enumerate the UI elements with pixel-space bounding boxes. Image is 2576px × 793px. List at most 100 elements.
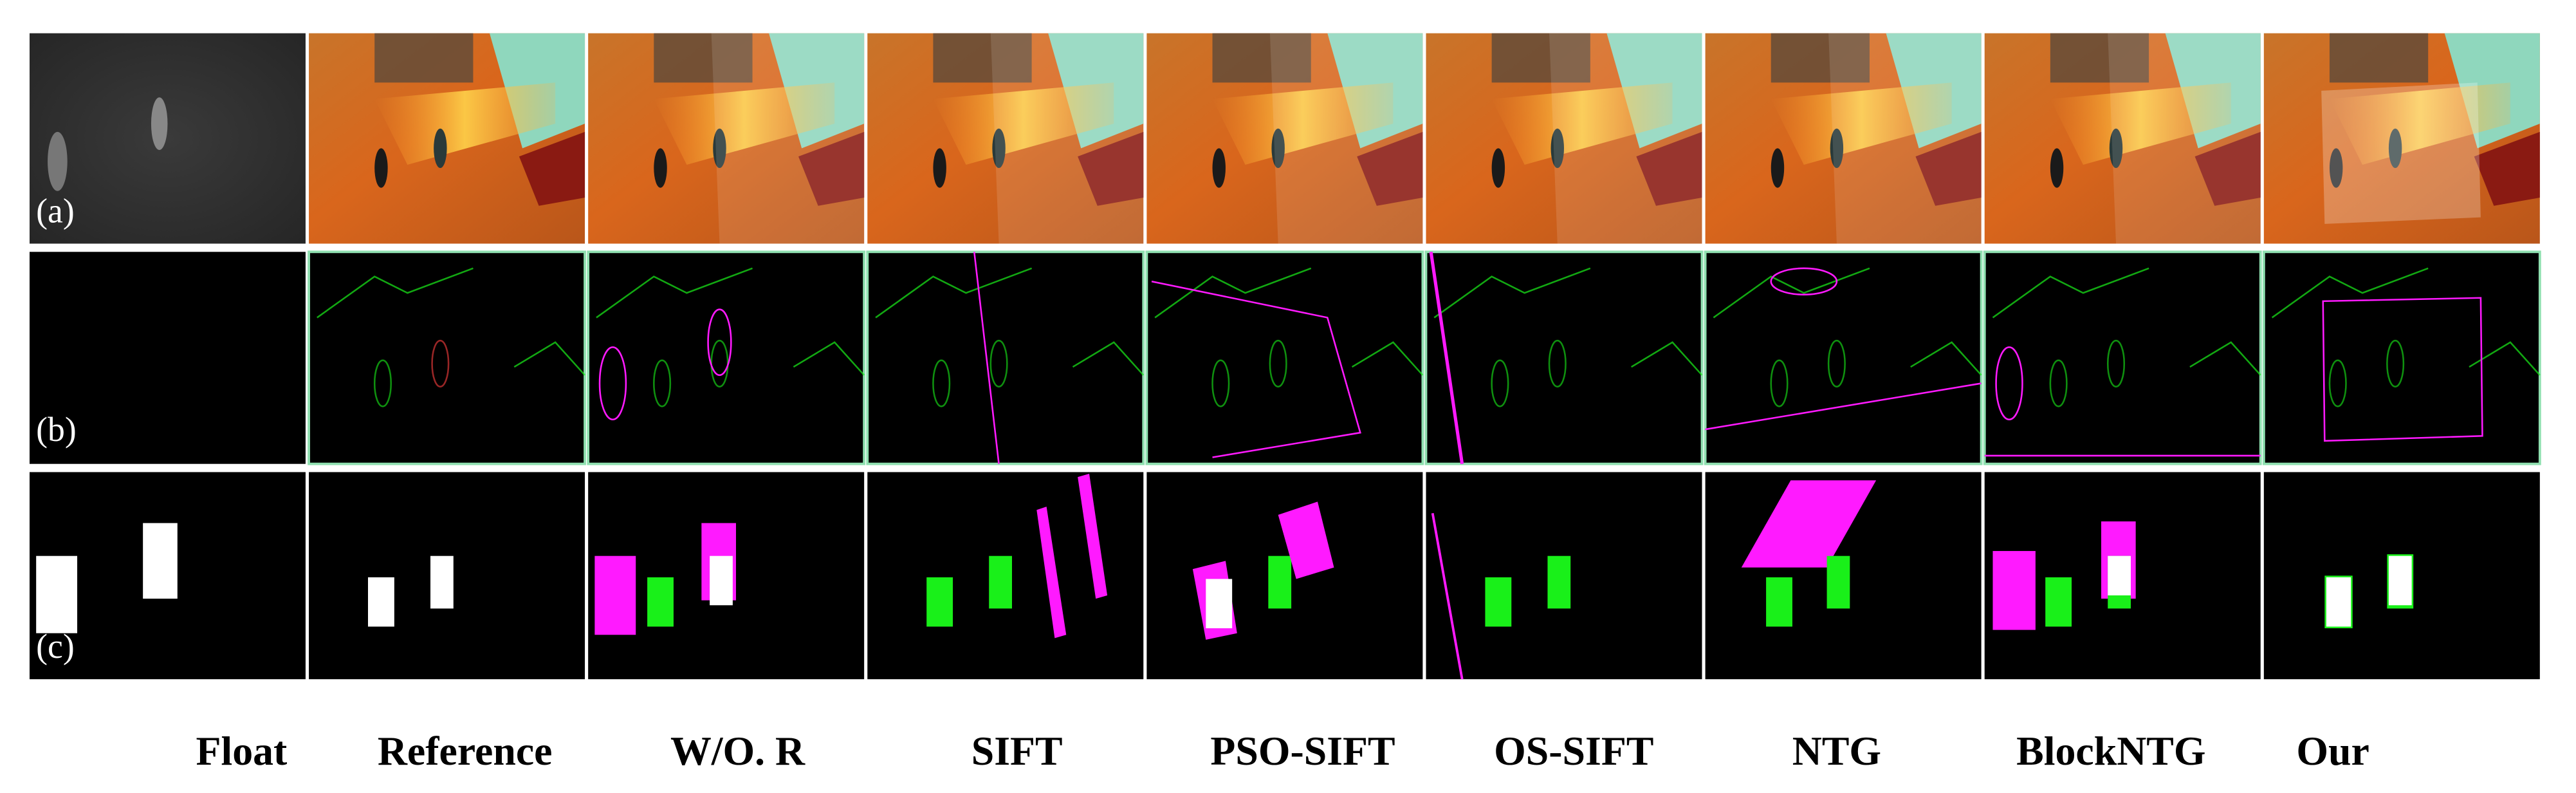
edge: [1631, 341, 1703, 376]
edge-image: [29, 252, 306, 464]
edge-image: [1704, 250, 1983, 465]
furniture: [1771, 33, 1870, 83]
mask: [2108, 555, 2131, 595]
light-beam: [2050, 82, 2231, 165]
person: [1212, 148, 1226, 188]
mask: [2326, 577, 2351, 627]
thermal-image: [29, 33, 306, 244]
edge: [1211, 359, 1230, 407]
edge: [2189, 341, 2261, 376]
mask: [2045, 577, 2072, 627]
light-beam: [1491, 82, 1673, 165]
edge-image: [308, 250, 586, 465]
edge: [793, 341, 865, 376]
column-label: NTG: [1792, 728, 1881, 774]
edge: [707, 308, 732, 377]
edge: [989, 339, 1008, 387]
edge: [1910, 341, 1982, 376]
edge: [1548, 339, 1567, 387]
person: [1491, 148, 1505, 188]
edge: [875, 267, 1033, 319]
column-label: BlockNTG: [2016, 728, 2205, 774]
light-beam: [1212, 82, 1394, 165]
person: [2050, 148, 2064, 188]
mask: [36, 555, 78, 633]
edge: [1992, 267, 2149, 319]
column-label: Reference: [378, 728, 553, 774]
mask: [1992, 551, 2036, 630]
overlay: [1828, 33, 1982, 244]
mask: [1036, 507, 1067, 639]
edge: [1429, 251, 1464, 465]
person: [1830, 128, 1844, 169]
edge: [598, 346, 627, 421]
mask: [2388, 555, 2412, 606]
person: [2109, 128, 2123, 169]
column-label: SIFT: [971, 728, 1063, 774]
person: [2388, 128, 2402, 169]
light-beam: [933, 82, 1114, 165]
person: [151, 97, 168, 150]
mask: [1741, 480, 1877, 568]
mask: [143, 523, 178, 599]
mask: [1485, 577, 1512, 627]
row-label: (c): [36, 627, 74, 666]
light-beam: [374, 82, 556, 165]
edge: [1154, 267, 1312, 319]
edge: [1433, 267, 1591, 319]
column-label: Our: [2296, 728, 2369, 774]
furniture: [374, 33, 474, 83]
edge: [2271, 267, 2429, 319]
edge: [2469, 341, 2541, 376]
overlay: [990, 33, 1144, 244]
mask: [594, 555, 636, 635]
row-label: (a): [36, 191, 74, 230]
mask: [926, 577, 953, 627]
overlay: [2108, 33, 2261, 244]
edge: [1072, 341, 1145, 376]
mask: [430, 555, 454, 609]
edge: [932, 359, 951, 407]
cabinet: [1078, 131, 1144, 206]
mask: [1547, 555, 1571, 609]
mask: [1278, 501, 1334, 579]
column-label: PSO-SIFT: [1210, 728, 1395, 774]
edge: [317, 267, 474, 319]
edge: [1827, 339, 1846, 387]
cabinet: [2194, 131, 2261, 206]
cabinet: [1915, 131, 1982, 206]
edge-image: [587, 250, 866, 465]
labels: (a) (b) (c) Float Reference W/O. R SIFT PSO-SIF…: [36, 191, 2369, 774]
light-beam: [654, 82, 835, 165]
light-beam: [2329, 82, 2510, 165]
overlay: [1269, 33, 1423, 244]
person: [654, 148, 667, 188]
edge: [1705, 382, 1982, 431]
mask: [368, 577, 394, 627]
edge: [2322, 297, 2483, 442]
row-label: (b): [36, 410, 77, 449]
edge: [1770, 359, 1789, 407]
mask: [1078, 474, 1108, 599]
mask: [1766, 577, 1792, 627]
edge: [1995, 346, 2023, 421]
cabinet: [798, 131, 865, 206]
edge: [1151, 280, 1361, 458]
person: [713, 128, 726, 169]
column-label: OS-SIFT: [1494, 728, 1653, 774]
person: [434, 128, 447, 169]
person: [374, 148, 388, 188]
edge: [2328, 359, 2347, 407]
furniture: [654, 33, 753, 83]
edge: [1269, 339, 1287, 387]
cabinet: [1636, 131, 1702, 206]
person: [1271, 128, 1285, 169]
mask: [710, 555, 733, 606]
person: [1550, 128, 1564, 169]
edge: [1770, 267, 1838, 295]
mask: [989, 555, 1012, 609]
edge: [2049, 359, 2068, 407]
edge: [2106, 339, 2126, 387]
edge-image: [1145, 250, 1424, 465]
